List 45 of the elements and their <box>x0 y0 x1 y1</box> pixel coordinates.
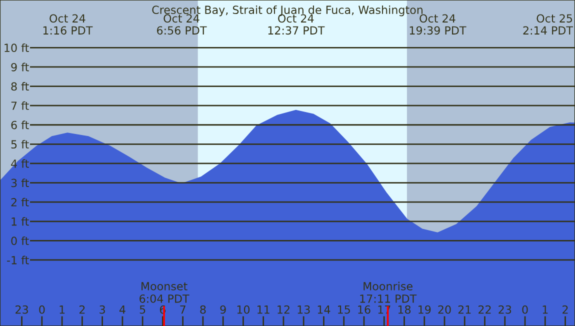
y-tick-label: 4 ft <box>11 159 29 168</box>
annotation: Oct 24 6:56 PDT <box>157 14 207 35</box>
x-tick-label: 8 <box>200 305 206 314</box>
x-tick-label: 4 <box>119 306 126 314</box>
ref-line-label: Moonrise 17:11 PDT <box>360 282 417 303</box>
x-tick-label: 1 <box>542 306 548 314</box>
ref-line-label: Moonset 6:04 PDT <box>140 282 190 303</box>
x-tick-label: 0 <box>522 305 528 314</box>
x-tick-label: 2 <box>562 305 568 314</box>
y-tick-label: 6 ft <box>11 120 29 130</box>
y-tick-label: 8 ft <box>11 82 29 91</box>
x-tick-label: 21 <box>458 305 471 314</box>
x-tick-label: 23 <box>16 305 28 314</box>
x-tick-label: 23 <box>498 305 512 314</box>
x-tick-label: 2 <box>79 305 85 314</box>
x-tick-label: 12 <box>278 305 290 314</box>
x-tick-label: 19 <box>418 305 431 314</box>
y-tick-label: 2 ft <box>11 198 29 206</box>
y-tick-label: -1 ft <box>7 256 29 264</box>
y-tick-label: 10 ft <box>4 43 29 52</box>
y-tick-label: 9 ft <box>11 62 29 72</box>
x-tick-label: 15 <box>338 306 350 314</box>
x-tick-label: 16 <box>358 305 370 314</box>
x-tick-label: 13 <box>298 305 310 314</box>
annotation: Oct 24 12:37 PDT <box>268 14 325 35</box>
x-tick-label: 9 <box>220 305 226 314</box>
x-tick-label: 5 <box>140 306 146 314</box>
x-tick-label: 18 <box>398 305 411 314</box>
x-tick-label: 14 <box>318 306 330 314</box>
x-tick-label: 0 <box>39 305 45 314</box>
y-tick-label: 1 ft <box>12 217 29 226</box>
x-tick-label: 11 <box>257 306 270 314</box>
x-tick-label: 20 <box>438 305 451 314</box>
annotation: Oct 24 1:16 PDT <box>43 14 93 35</box>
x-tick-label: 3 <box>100 305 105 314</box>
x-tick-label: 7 <box>180 306 186 314</box>
y-tick-label: 7 ft <box>11 101 29 110</box>
x-tick-label: 10 <box>237 305 250 314</box>
y-tick-label: 0 ft <box>11 236 29 246</box>
y-tick-label: 3 ft <box>11 178 29 188</box>
x-tick-label: 1 <box>60 306 65 314</box>
annotation: Oct 25 2:14 PDT <box>523 14 574 34</box>
x-tick-label: 22 <box>478 305 491 314</box>
y-tick-label: 5 ft <box>11 140 29 149</box>
annotation: Oct 24 19:39 PDT <box>410 14 466 35</box>
